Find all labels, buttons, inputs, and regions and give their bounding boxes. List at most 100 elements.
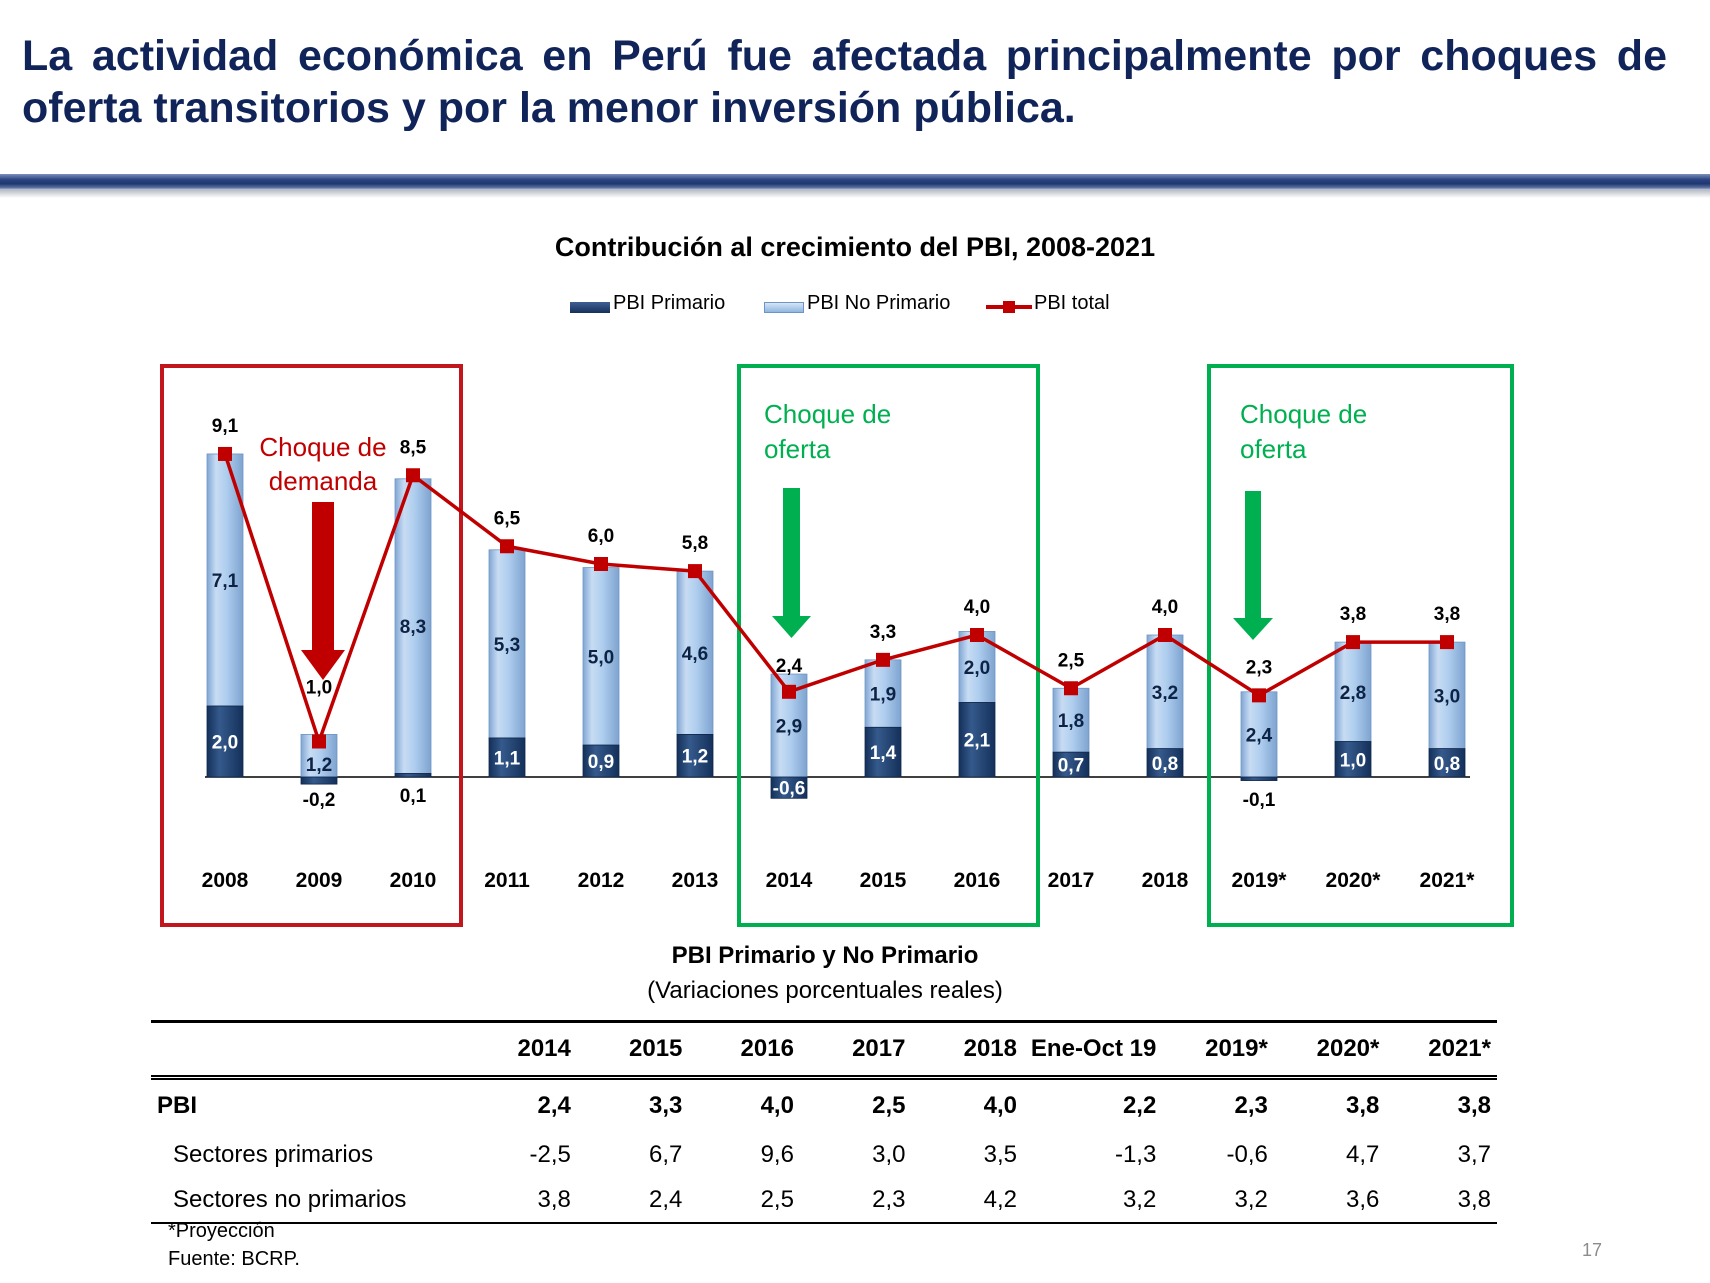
bar-primario-2009 (300, 776, 338, 785)
supply-shock-label: oferta (764, 434, 831, 464)
title-divider-shadow (0, 190, 1710, 198)
label-primario-2018: 0,8 (1152, 754, 1178, 775)
bar-primario-2011 (488, 737, 526, 778)
point-pbi-total-2010 (406, 468, 420, 483)
table-cell: 2,2 (1122, 1092, 1157, 1119)
label-pbi-total-2021*: 3,8 (1434, 604, 1460, 625)
table-header-cell: 2015 (629, 1035, 683, 1062)
label-pbi-total-2013: 5,8 (682, 533, 708, 554)
supply-shock-label: oferta (1240, 434, 1307, 464)
point-pbi-total-2017 (1064, 681, 1078, 696)
table-cell: 3,8 (1457, 1185, 1491, 1213)
label-pbi-total-2011: 6,5 (494, 508, 521, 529)
demand-shock-label: Choque de (259, 432, 386, 462)
legend-swatch-no-primario (764, 302, 804, 313)
label-no-primario-2015: 1,9 (870, 685, 896, 706)
bar-primario-2019* (1240, 776, 1278, 781)
bar-primario-2012 (582, 744, 620, 778)
label-primario-2014: -0,6 (773, 779, 806, 800)
row-label: PBI (157, 1092, 198, 1119)
table-header-cell: 2019* (1205, 1035, 1268, 1062)
slide-title: La actividad económica en Perú fue afect… (22, 32, 1667, 132)
table-row: PBI 2,4 3,3 4,0 2,5 4,0 2,2 2,3 3,8 3,8 (151, 1078, 1497, 1133)
x-tick-label: 2021* (1420, 869, 1476, 892)
table-cell: -2,5 (529, 1140, 571, 1168)
down-arrow-icon (301, 502, 345, 680)
table-cell: -1,3 (1114, 1140, 1157, 1168)
supply-shock-box-2 (1207, 364, 1514, 927)
table-header-row: 2014 2015 2016 2017 2018 Ene-Oct 19 2019… (151, 1021, 1497, 1078)
chart-title: Contribución al crecimiento del PBI, 200… (554, 232, 1156, 262)
bar-primario-2008 (206, 705, 244, 778)
label-no-primario-2008: 7,1 (212, 571, 239, 592)
table-cell: 3,8 (1346, 1092, 1380, 1119)
bar-no-primario-2015 (864, 659, 902, 728)
x-tick-label: 2010 (390, 869, 437, 892)
label-no-primario-2019*: 2,4 (1246, 725, 1273, 746)
x-tick-label: 2014 (766, 869, 813, 892)
table-cell: 2,4 (649, 1185, 683, 1213)
table-cell: 3,2 (1234, 1185, 1268, 1213)
legend-label-total: PBI total (1034, 292, 1110, 314)
x-tick-label: 2018 (1142, 869, 1189, 892)
label-pbi-total-2018: 4,0 (1152, 597, 1178, 618)
label-primario-2020*: 1,0 (1340, 750, 1366, 771)
label-no-primario-2013: 4,6 (682, 644, 708, 665)
table-cell: 2,5 (872, 1092, 906, 1119)
table-cell: 4,0 (760, 1092, 794, 1119)
table-cell: 4,2 (983, 1185, 1017, 1213)
point-pbi-total-2011 (500, 539, 514, 554)
demand-shock-box (160, 364, 463, 927)
table-cell: 6,7 (649, 1140, 683, 1168)
bar-primario-2017 (1052, 751, 1090, 778)
label-primario-2019*: -0,1 (1243, 790, 1276, 811)
label-primario-2017: 0,7 (1058, 756, 1084, 777)
source-note: Fuente: BCRP. (168, 1248, 300, 1270)
table-subtitle: (Variaciones porcentuales reales) (647, 977, 1003, 1004)
supply-shock-box-1 (737, 364, 1040, 927)
label-primario-2008: 2,0 (212, 733, 238, 754)
label-primario-2013: 1,2 (682, 747, 708, 768)
point-pbi-total-2021* (1440, 635, 1454, 650)
table-row: Sectores primarios -2,5 6,7 9,6 3,0 3,5 … (151, 1132, 1497, 1177)
table-header-cell (151, 1022, 465, 1078)
table-header-cell: 2017 (852, 1035, 906, 1062)
x-tick-label: 2008 (202, 869, 249, 892)
point-pbi-total-2015 (876, 652, 890, 667)
bar-primario-2010 (394, 773, 432, 778)
bar-primario-2015 (864, 726, 902, 778)
legend-label-primario: PBI Primario (613, 292, 726, 314)
table-header-cell: 2020* (1316, 1035, 1380, 1062)
label-no-primario-2011: 5,3 (494, 635, 520, 656)
point-pbi-total-2019* (1252, 688, 1266, 703)
label-no-primario-2021*: 3,0 (1434, 686, 1460, 707)
supply-shock-label: Choque de (764, 399, 891, 429)
label-no-primario-2017: 1,8 (1058, 711, 1084, 732)
table-header-cell: Ene-Oct 19 (1030, 1035, 1157, 1062)
table-header-cell: 2021* (1428, 1035, 1491, 1062)
down-arrow-icon (1233, 491, 1273, 640)
table-header-cell: 2014 (517, 1035, 571, 1062)
label-pbi-total-2009: 1,0 (306, 678, 332, 699)
bar-primario-2013 (676, 734, 714, 778)
legend-marker-total (1003, 301, 1015, 313)
table-header-cell: 2018 (963, 1035, 1017, 1062)
table-cell: 2,3 (1234, 1092, 1268, 1119)
table-cell: 2,3 (872, 1185, 906, 1213)
label-pbi-total-2016: 4,0 (964, 597, 990, 618)
table-cell: 3,3 (649, 1092, 683, 1119)
table-cell: 4,7 (1346, 1140, 1380, 1168)
table-cell: 3,8 (537, 1185, 571, 1213)
x-tick-label: 2017 (1048, 869, 1095, 892)
bar-primario-2020* (1334, 741, 1372, 778)
row-label: Sectores primarios (173, 1140, 374, 1168)
table-cell: 3,5 (983, 1140, 1017, 1168)
point-pbi-total-2016 (970, 628, 984, 642)
title-divider (0, 174, 1710, 190)
x-tick-label: 2013 (672, 869, 719, 892)
label-primario-2012: 0,9 (588, 752, 614, 773)
bar-no-primario-2021* (1428, 641, 1466, 749)
x-tick-label: 2009 (296, 869, 343, 892)
label-primario-2011: 1,1 (494, 748, 521, 769)
x-tick-label: 2011 (484, 869, 530, 892)
